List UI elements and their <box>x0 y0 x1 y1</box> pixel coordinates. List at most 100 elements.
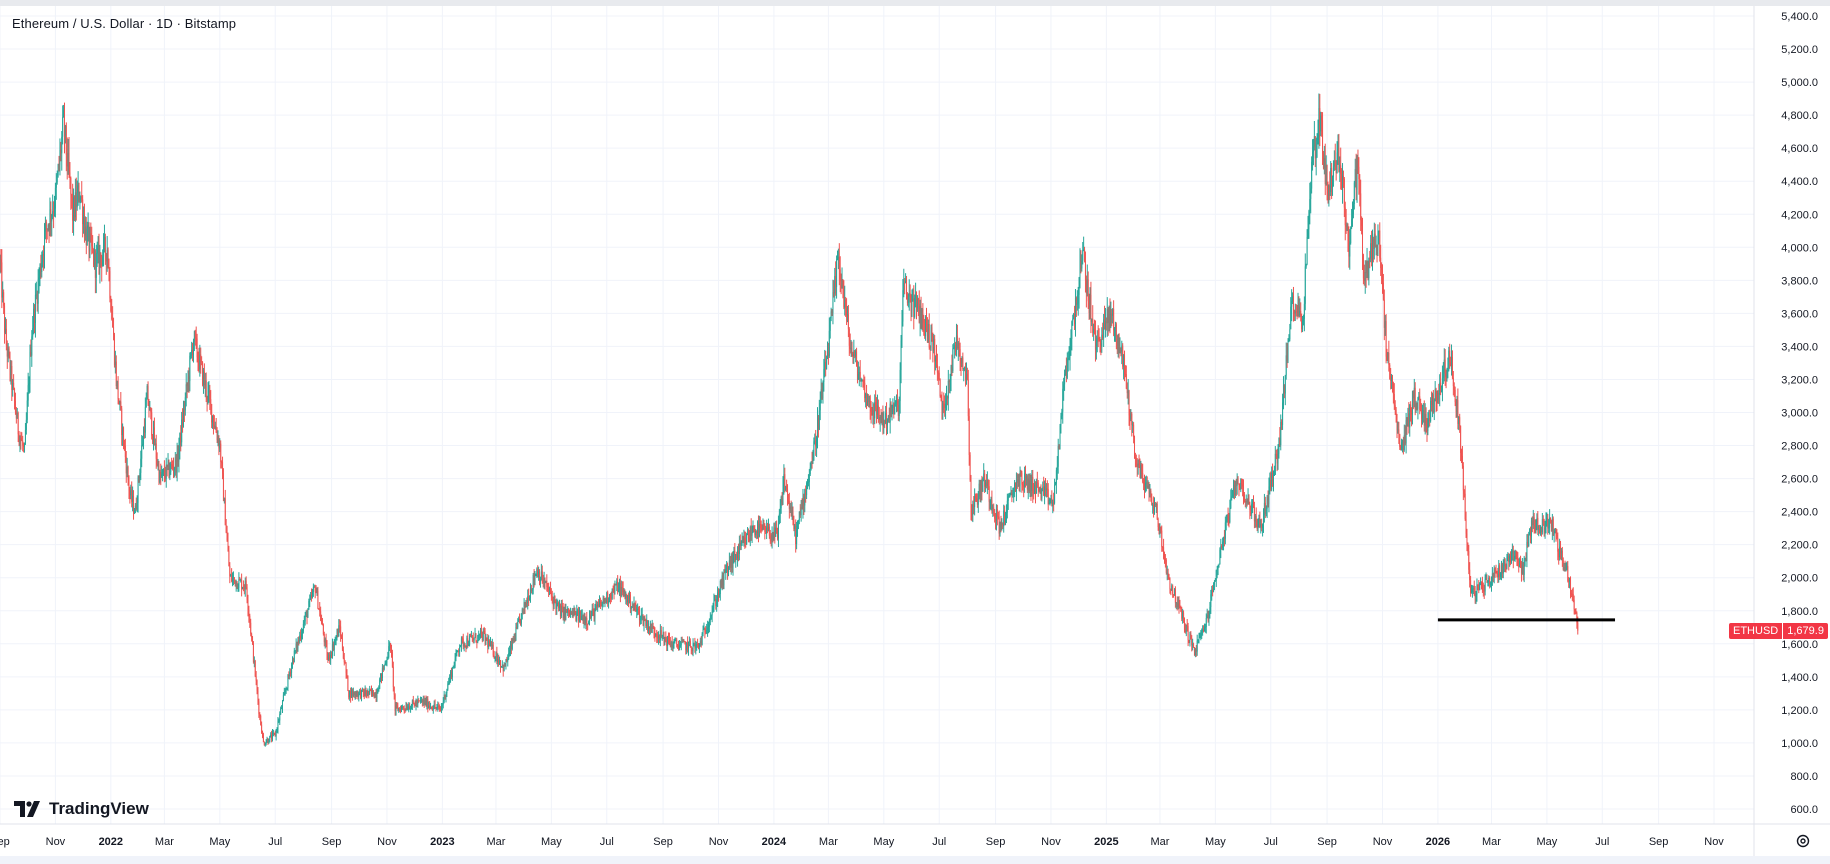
candle <box>1103 313 1105 348</box>
candle-body <box>1081 260 1083 269</box>
candle-body <box>840 279 842 282</box>
candle-body <box>198 359 200 370</box>
candle <box>724 564 726 574</box>
candle <box>1145 475 1147 492</box>
candle <box>1392 381 1394 404</box>
candle-body <box>1167 572 1169 575</box>
candle <box>531 588 533 595</box>
candle-body <box>214 426 216 428</box>
candle <box>440 702 442 714</box>
candle <box>775 521 777 537</box>
candle-body <box>892 404 894 408</box>
candle <box>550 588 552 601</box>
candle <box>820 378 822 404</box>
candle <box>956 324 958 350</box>
candle-body <box>26 400 28 420</box>
candle-body <box>1228 519 1230 523</box>
candle <box>1263 493 1265 523</box>
candle-body <box>134 505 136 513</box>
candle <box>1431 391 1433 412</box>
candle <box>672 641 674 652</box>
candle-body <box>1300 310 1302 317</box>
candle-body <box>27 385 29 401</box>
candle-body <box>1471 592 1473 594</box>
candle-body <box>1046 488 1048 490</box>
candle <box>417 695 419 708</box>
candle <box>282 692 284 702</box>
candle-body <box>605 599 607 603</box>
candle <box>484 628 486 646</box>
candle-body <box>708 620 710 627</box>
candle-body <box>49 209 51 231</box>
candle <box>1036 471 1038 488</box>
candle <box>1166 565 1168 581</box>
candle <box>280 706 282 715</box>
candle <box>271 730 273 743</box>
candle-body <box>1150 490 1152 498</box>
candle-body <box>876 408 878 415</box>
candle <box>296 641 298 654</box>
candle-body <box>1391 376 1393 381</box>
candle <box>1191 635 1193 652</box>
candle-body <box>1315 139 1317 159</box>
candle <box>801 498 803 510</box>
candle-body <box>37 279 39 304</box>
candle <box>119 400 121 411</box>
candle-body <box>410 706 412 709</box>
candle <box>147 381 149 406</box>
candle <box>1173 594 1175 598</box>
candle <box>453 661 455 669</box>
candle-body <box>1185 624 1187 632</box>
candle <box>478 630 480 641</box>
candle-body <box>186 384 188 386</box>
candle-body <box>788 501 790 510</box>
candle-body <box>272 733 274 740</box>
candle <box>865 392 867 408</box>
candle-body <box>645 620 647 626</box>
candle-body <box>1074 298 1076 325</box>
candle <box>945 385 947 411</box>
candle-body <box>1261 524 1263 529</box>
candle <box>1165 558 1167 575</box>
candle <box>1129 409 1131 430</box>
candle-body <box>407 708 409 710</box>
candle-body <box>613 589 615 592</box>
candle <box>1190 631 1192 640</box>
candle-body <box>430 706 432 708</box>
candle-body <box>609 594 611 598</box>
candle <box>1460 425 1462 462</box>
candle <box>287 674 289 692</box>
candle-body <box>243 587 245 590</box>
candle-body <box>485 638 487 641</box>
candle <box>806 481 808 500</box>
candle <box>828 317 830 358</box>
candle <box>1291 289 1293 322</box>
candle <box>862 379 864 388</box>
candle <box>56 170 58 185</box>
candle <box>618 578 620 596</box>
candle-body <box>104 237 106 254</box>
candle <box>576 604 578 623</box>
candle <box>935 355 937 371</box>
candle <box>852 351 854 364</box>
candle-body <box>797 519 799 525</box>
candle-body <box>481 633 483 641</box>
candle-body <box>1310 188 1312 200</box>
candle-body <box>272 732 274 734</box>
candle-body <box>1350 227 1352 244</box>
candle <box>167 453 169 471</box>
candle-body <box>288 675 290 677</box>
candle-body <box>1285 355 1287 376</box>
candle-body <box>856 365 858 380</box>
candle-body <box>987 480 989 487</box>
candle <box>442 697 444 709</box>
candle-body <box>406 706 408 710</box>
candle-body <box>600 604 602 606</box>
candle-body <box>1215 570 1217 581</box>
candle <box>175 454 177 478</box>
candle <box>1484 574 1486 596</box>
candle <box>462 633 464 650</box>
candle-body <box>1024 473 1026 488</box>
candle <box>1243 491 1245 503</box>
